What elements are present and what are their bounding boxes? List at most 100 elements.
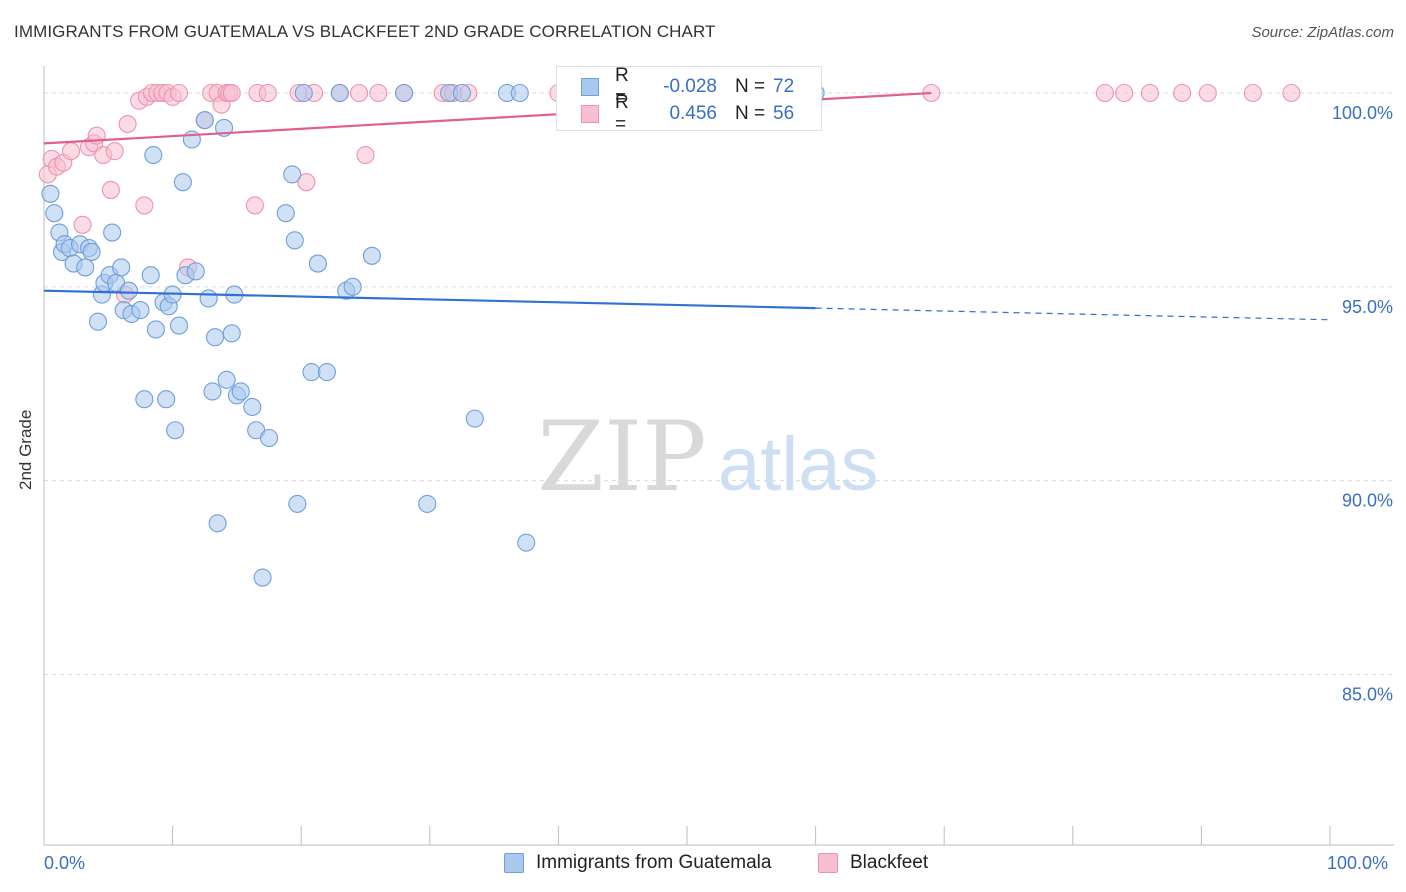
point-guatemala <box>199 289 218 308</box>
point-guatemala <box>203 382 222 401</box>
point-blackfeet <box>105 142 124 161</box>
series-legend: Immigrants from Guatemala Blackfeet <box>0 852 1406 876</box>
point-guatemala <box>418 494 437 513</box>
legend-n-value: 56 <box>773 103 795 124</box>
legend-label-blackfeet: Blackfeet <box>850 852 929 873</box>
point-guatemala <box>362 246 381 265</box>
y-tick-label: 100.0% <box>1332 103 1393 123</box>
point-guatemala <box>288 494 307 513</box>
legend-r-value: -0.028 <box>663 76 717 97</box>
point-blackfeet <box>1198 83 1217 103</box>
point-guatemala <box>157 390 176 409</box>
point-blackfeet <box>1140 83 1160 103</box>
grid-layer <box>44 92 1394 675</box>
point-guatemala <box>283 165 302 184</box>
point-guatemala <box>82 242 101 261</box>
legend-n-label: N = <box>735 76 766 97</box>
point-guatemala <box>195 111 214 130</box>
legend-r-value: 0.456 <box>669 103 717 124</box>
legend-r-label: R = <box>615 65 629 108</box>
y-tick-label: 95.0% <box>1342 297 1393 317</box>
point-blackfeet <box>356 145 375 165</box>
point-blackfeet <box>73 215 92 234</box>
point-guatemala <box>285 231 304 250</box>
point-guatemala <box>119 281 138 300</box>
point-guatemala <box>452 83 472 103</box>
legend-item-blackfeet[interactable]: Blackfeet <box>818 852 928 874</box>
legend-row-blackfeet: R = 0.456 N = 56 <box>581 92 795 135</box>
point-blackfeet <box>135 196 154 215</box>
point-blackfeet <box>297 173 316 192</box>
point-guatemala <box>243 397 262 417</box>
trendline-guatemala <box>43 289 816 310</box>
point-guatemala <box>308 254 327 273</box>
point-guatemala <box>465 409 484 428</box>
point-guatemala <box>253 568 272 587</box>
legend-swatch-blackfeet <box>818 853 838 873</box>
point-guatemala <box>330 83 349 103</box>
point-guatemala <box>41 184 60 203</box>
point-guatemala <box>141 266 160 285</box>
point-guatemala <box>517 533 536 552</box>
point-blackfeet <box>118 114 137 134</box>
point-guatemala <box>276 204 295 223</box>
point-blackfeet <box>61 142 81 161</box>
point-guatemala <box>103 223 122 242</box>
legend-n-label: N = <box>735 103 766 124</box>
point-blackfeet <box>1115 83 1134 103</box>
y-tick-label: 85.0% <box>1342 684 1393 704</box>
point-guatemala <box>259 428 279 448</box>
point-guatemala <box>294 83 313 103</box>
y-tick-label: 90.0% <box>1342 491 1393 511</box>
point-guatemala <box>186 262 205 281</box>
point-guatemala <box>302 363 321 382</box>
x-tick-label-max: 100.0% <box>1327 853 1389 873</box>
point-guatemala <box>343 277 362 296</box>
legend-n-value: 72 <box>773 76 795 97</box>
point-guatemala <box>208 514 227 533</box>
point-guatemala <box>173 173 192 192</box>
point-blackfeet <box>1095 83 1114 103</box>
legend-swatch-guatemala <box>581 78 599 96</box>
point-guatemala <box>45 204 64 223</box>
trendline-guatemala-extension <box>815 307 1331 321</box>
source-credit: Source: ZipAtlas.com <box>1251 24 1394 41</box>
point-guatemala <box>217 370 236 389</box>
point-blackfeet <box>1173 83 1192 103</box>
legend-r-label: R = <box>615 92 629 135</box>
point-guatemala <box>317 363 336 382</box>
point-guatemala <box>166 421 185 440</box>
legend-swatch-blackfeet <box>581 105 599 123</box>
point-guatemala <box>231 382 250 401</box>
legend-swatch-guatemala <box>504 853 524 873</box>
point-guatemala <box>222 324 241 343</box>
watermark: ZIP atlas <box>537 401 878 513</box>
watermark-atlas: atlas <box>718 422 879 507</box>
point-guatemala <box>169 316 189 335</box>
point-guatemala <box>146 320 165 339</box>
watermark-zip: ZIP <box>537 401 706 513</box>
point-blackfeet <box>369 83 388 103</box>
point-guatemala <box>135 390 154 409</box>
point-blackfeet <box>245 196 264 215</box>
point-guatemala <box>144 145 163 165</box>
x-tick-label-min: 0.0% <box>44 853 86 873</box>
point-guatemala <box>510 83 529 103</box>
legend-item-guatemala[interactable]: Immigrants from Guatemala <box>504 852 771 874</box>
legend-row-guatemala: R = -0.028 N = 72 <box>581 65 795 108</box>
legend-label-guatemala: Immigrants from Guatemala <box>536 852 772 873</box>
point-blackfeet <box>169 83 189 103</box>
point-blackfeet <box>1243 83 1262 103</box>
point-guatemala <box>76 258 95 277</box>
point-guatemala <box>395 83 414 103</box>
point-blackfeet <box>1282 83 1301 103</box>
point-blackfeet <box>101 180 120 199</box>
chart-title: IMMIGRANTS FROM GUATEMALA VS BLACKFEET 2… <box>14 22 716 41</box>
point-blackfeet <box>222 83 241 103</box>
point-blackfeet <box>258 83 277 103</box>
stats-legend: R = -0.028 N = 72 R = 0.456 N = 56 <box>556 65 822 135</box>
point-guatemala <box>88 312 108 331</box>
point-guatemala <box>205 328 225 347</box>
point-guatemala <box>112 258 131 277</box>
